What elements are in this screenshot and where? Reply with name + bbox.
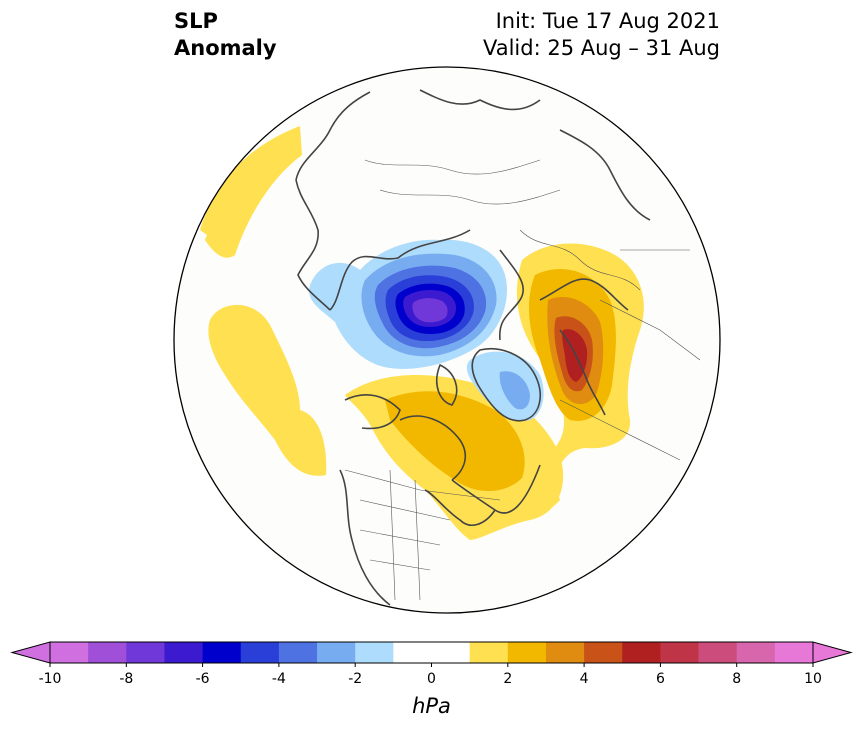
colorbar: -10 -8 -6 -4 -2 0 2 4 6 8 10 — [10, 641, 853, 687]
colorbar-segment — [126, 642, 165, 663]
colorbar-tick-label: 0 — [427, 671, 436, 687]
colorbar-extend-low — [10, 641, 51, 664]
positive-lobe-north-pacific — [200, 126, 302, 258]
colorbar-segment — [317, 642, 356, 663]
polar-map — [173, 66, 721, 614]
colorbar-segment — [278, 642, 318, 663]
forecast-dates: Init: Tue 17 Aug 2021 Valid: 25 Aug – 31… — [483, 8, 720, 62]
map-title: SLP Anomaly — [174, 8, 277, 62]
colorbar-segment — [545, 642, 585, 663]
colorbar-tick-label: -2 — [348, 671, 362, 687]
negative-center-siberian-arctic — [309, 239, 508, 369]
title-line-1: SLP — [174, 9, 218, 33]
colorbar-tick-label: 10 — [804, 671, 822, 687]
map-boundary — [173, 66, 721, 614]
colorbar-segment — [355, 642, 394, 663]
colorbar-tick-label: -8 — [119, 671, 133, 687]
colorbar-segment — [240, 642, 280, 663]
colorbar-tick-label: -10 — [39, 671, 62, 687]
colorbar-segment — [88, 642, 127, 663]
colorbar-tick-label: -6 — [196, 671, 210, 687]
colorbar-segment — [622, 642, 661, 663]
valid-range: Valid: 25 Aug – 31 Aug — [482, 36, 720, 60]
title-line-2: Anomaly — [174, 36, 277, 60]
colorbar-segment — [660, 642, 699, 663]
init-date: Init: Tue 17 Aug 2021 — [495, 9, 720, 33]
political-borders — [344, 159, 701, 601]
colorbar-extend-high — [812, 641, 853, 664]
colorbar-segment — [584, 642, 623, 663]
colorbar-segment — [469, 642, 509, 663]
colorbar-segment — [164, 642, 203, 663]
colorbar-tick-label: 8 — [732, 671, 741, 687]
negative-lobe-greenland — [466, 351, 544, 421]
colorbar-segment — [50, 642, 89, 663]
colorbar-tick-label: 6 — [656, 671, 665, 687]
colorbar-segment — [202, 642, 242, 663]
colorbar-segment — [431, 642, 471, 663]
colorbar-segment — [736, 642, 776, 663]
colorbar-segment — [698, 642, 738, 663]
colorbar-segment — [774, 642, 814, 663]
positive-lobe-west — [208, 304, 327, 476]
colorbar-tick-label: 4 — [580, 671, 589, 687]
positive-center-western-russia — [505, 243, 644, 519]
coastlines — [295, 89, 651, 606]
colorbar-tick-label: 2 — [503, 671, 512, 687]
colorbar-segment — [507, 642, 547, 663]
colorbar-unit-label: hPa — [412, 694, 451, 718]
colorbar-segment — [393, 642, 432, 663]
colorbar-tick-label: -4 — [272, 671, 286, 687]
